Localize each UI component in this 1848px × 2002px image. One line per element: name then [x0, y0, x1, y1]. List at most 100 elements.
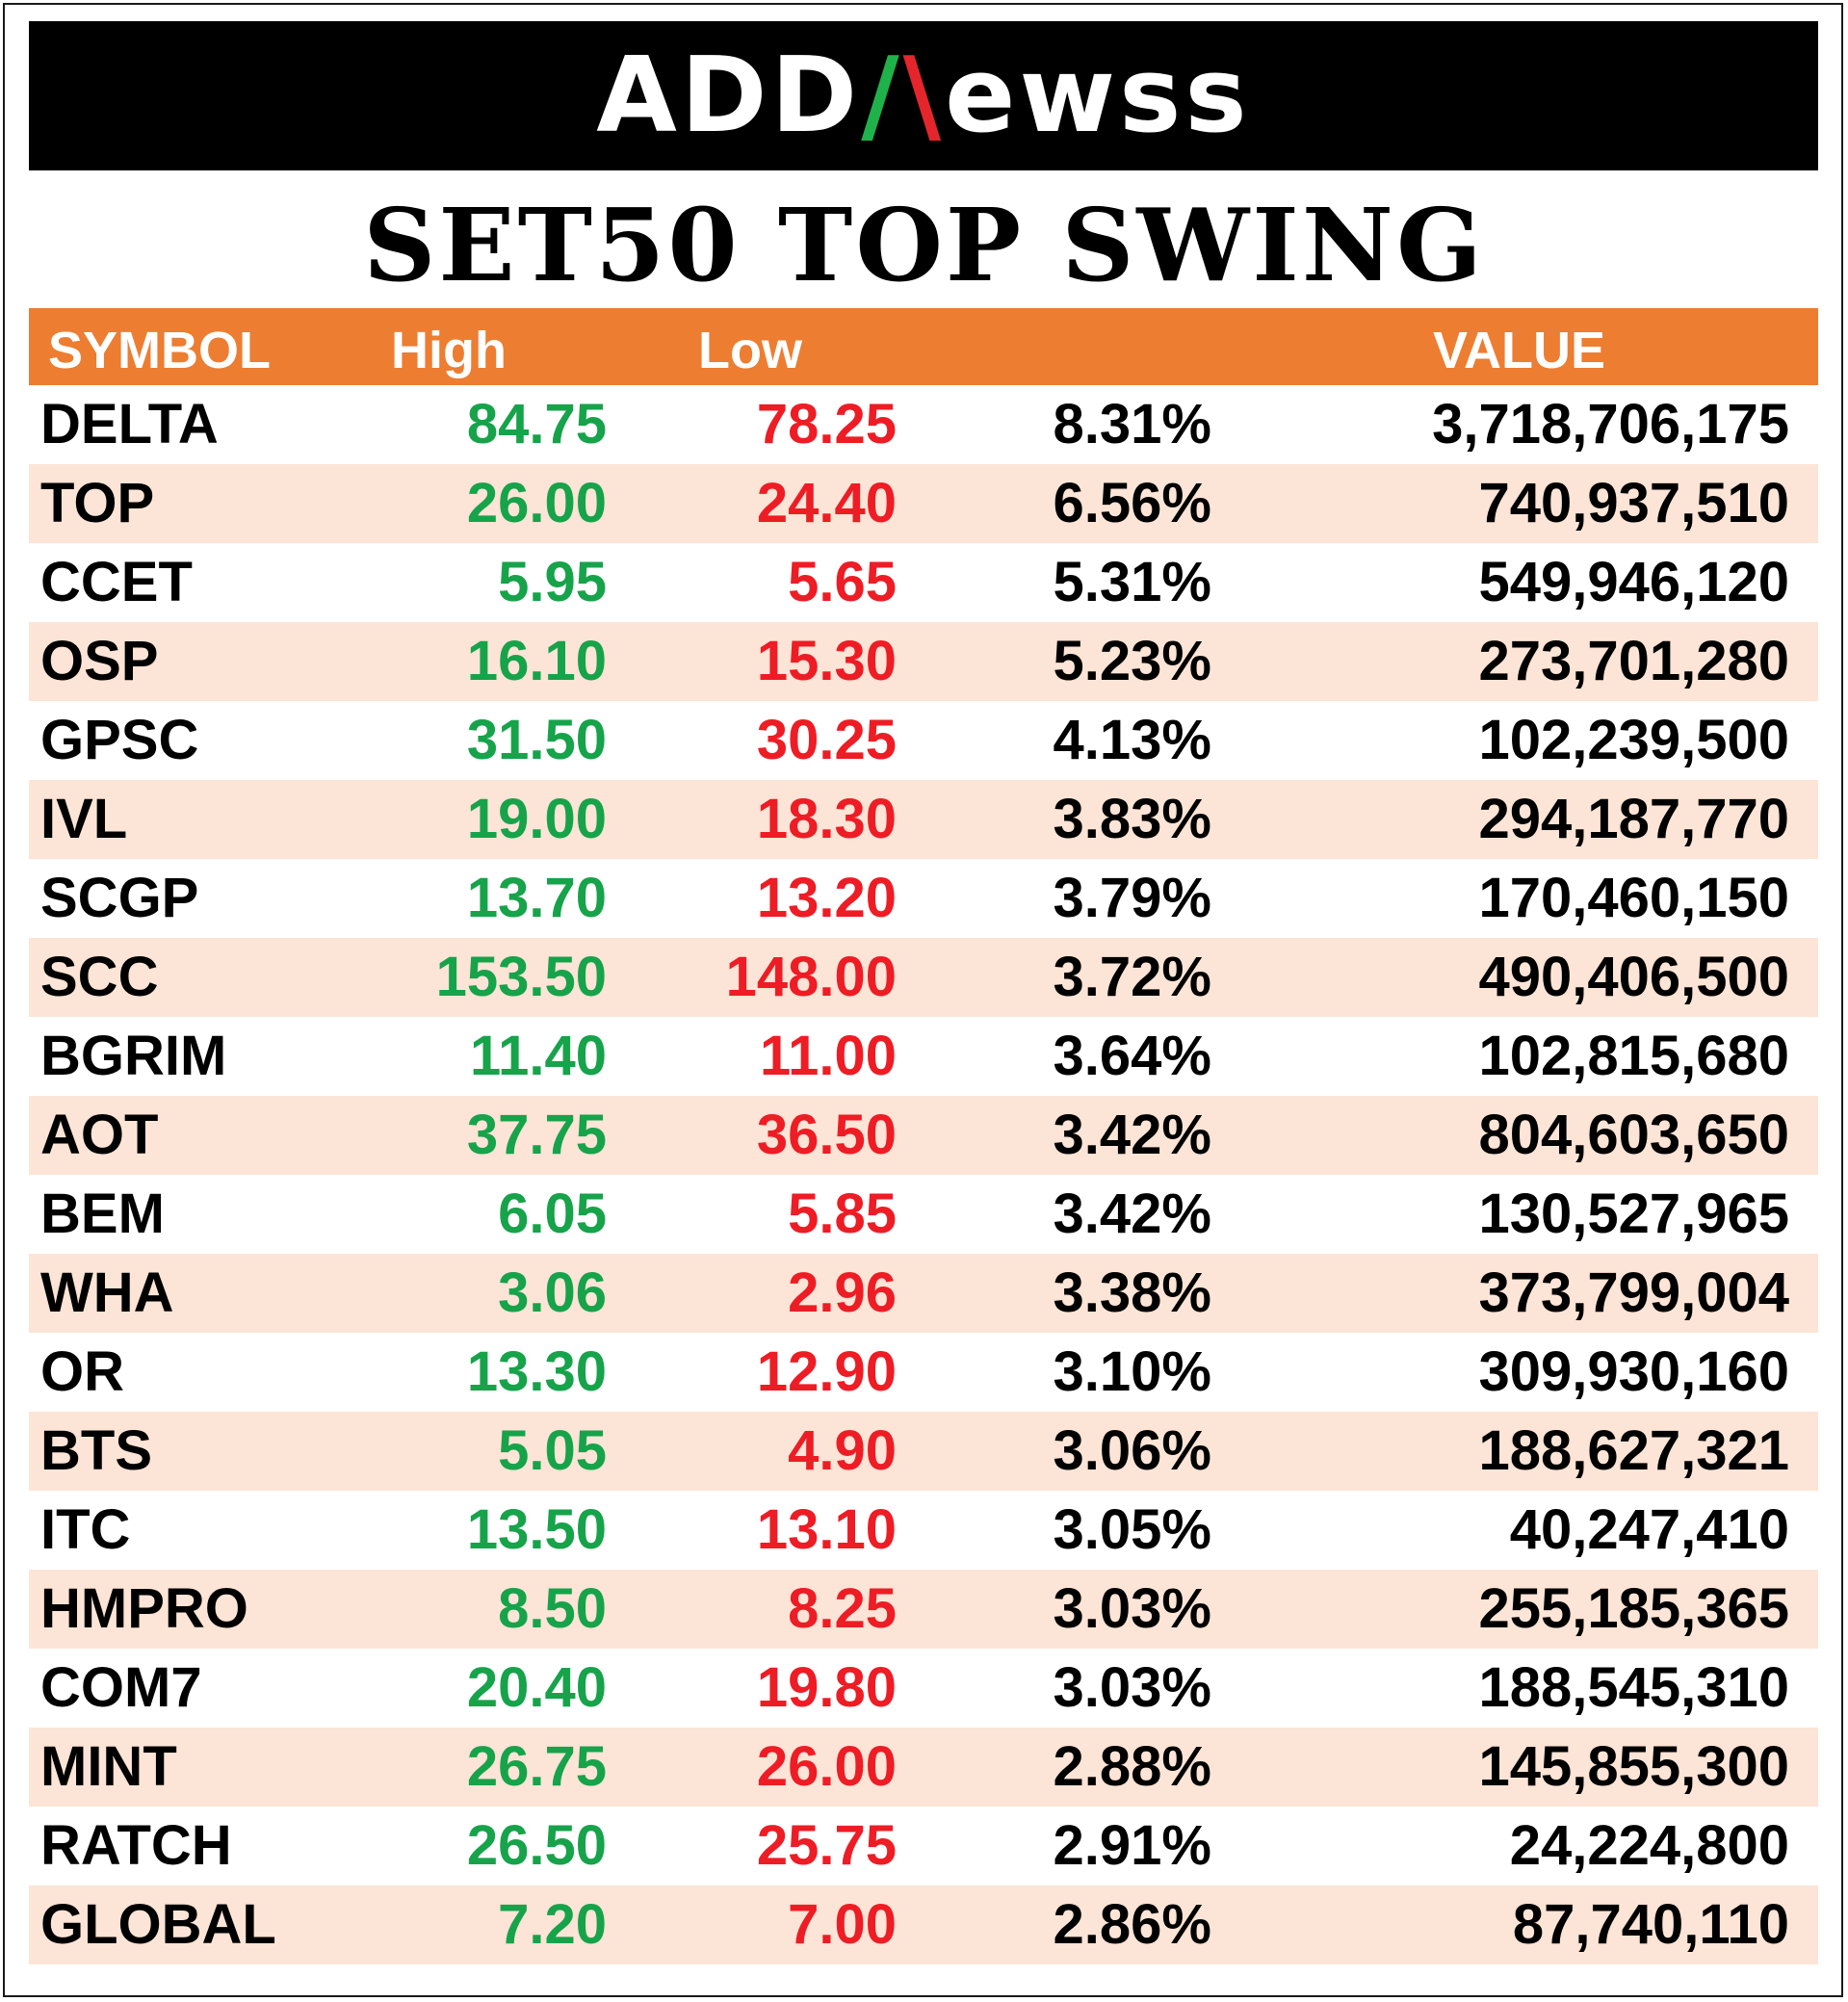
cell-value: 804,603,650	[1478, 1104, 1789, 1166]
cell-value: 102,815,680	[1478, 1025, 1789, 1087]
cell-percent: 2.91%	[1053, 1814, 1211, 1877]
cell-percent: 4.13%	[1053, 709, 1211, 771]
cell-symbol: OR	[40, 1340, 124, 1403]
cell-percent: 2.86%	[1053, 1893, 1211, 1956]
table-row: RATCH 26.50 25.75 2.91% 24,224,800	[29, 1807, 1818, 1885]
cell-value: 145,855,300	[1478, 1735, 1789, 1798]
cell-value: 255,185,365	[1478, 1577, 1789, 1640]
cell-low: 5.65	[788, 551, 897, 613]
cell-symbol: MINT	[40, 1735, 177, 1798]
addnewss-logo: ADD/\ewss	[596, 35, 1251, 156]
cell-high: 13.30	[466, 1340, 607, 1403]
cell-symbol: AOT	[40, 1104, 159, 1166]
cell-value: 273,701,280	[1478, 630, 1789, 692]
cell-symbol: BEM	[40, 1183, 165, 1245]
table-row: TOP 26.00 24.40 6.56% 740,937,510	[29, 464, 1818, 543]
cell-low: 30.25	[756, 709, 897, 771]
cell-symbol: SCC	[40, 946, 159, 1008]
cell-value: 24,224,800	[1509, 1814, 1789, 1877]
cell-percent: 5.31%	[1053, 551, 1211, 613]
table-row: GLOBAL 7.20 7.00 2.86% 87,740,110	[29, 1885, 1818, 1964]
cell-high: 20.40	[466, 1656, 607, 1719]
cell-low: 18.30	[756, 788, 897, 850]
cell-low: 8.25	[788, 1577, 897, 1640]
cell-value: 188,545,310	[1478, 1656, 1789, 1719]
cell-symbol: GLOBAL	[40, 1893, 276, 1956]
cell-low: 15.30	[756, 630, 897, 692]
table-header: SYMBOL High Low VALUE	[29, 308, 1818, 385]
cell-high: 13.50	[466, 1498, 607, 1561]
cell-high: 26.75	[466, 1735, 607, 1798]
cell-value: 87,740,110	[1512, 1893, 1789, 1956]
cell-symbol: IVL	[40, 788, 128, 850]
table-row: BGRIM 11.40 11.00 3.64% 102,815,680	[29, 1017, 1818, 1096]
cell-low: 11.00	[760, 1025, 897, 1087]
cell-high: 5.95	[498, 551, 607, 613]
table-row: DELTA 84.75 78.25 8.31% 3,718,706,175	[29, 385, 1818, 464]
cell-percent: 8.31%	[1053, 393, 1211, 455]
cell-percent: 3.06%	[1053, 1419, 1211, 1482]
table-row: OR 13.30 12.90 3.10% 309,930,160	[29, 1333, 1818, 1412]
cell-high: 6.05	[498, 1183, 607, 1245]
cell-symbol: HMPRO	[40, 1577, 248, 1640]
cell-percent: 2.88%	[1053, 1735, 1211, 1798]
cell-value: 294,187,770	[1478, 788, 1789, 850]
cell-high: 11.40	[470, 1025, 607, 1087]
cell-low: 24.40	[756, 472, 897, 534]
table-row: COM7 20.40 19.80 3.03% 188,545,310	[29, 1649, 1818, 1728]
cell-low: 2.96	[788, 1261, 897, 1324]
cell-percent: 5.23%	[1053, 630, 1211, 692]
cell-high: 31.50	[466, 709, 607, 771]
cell-value: 102,239,500	[1478, 709, 1789, 771]
table-body: DELTA 84.75 78.25 8.31% 3,718,706,175 TOP 26.0…	[29, 385, 1818, 1964]
cell-high: 16.10	[466, 630, 607, 692]
table-row: WHA 3.06 2.96 3.38% 373,799,004	[29, 1254, 1818, 1333]
cell-low: 7.00	[788, 1893, 897, 1956]
table-row: MINT 26.75 26.00 2.88% 145,855,300	[29, 1728, 1818, 1807]
header-high: High	[391, 322, 507, 379]
table-row: GPSC 31.50 30.25 4.13% 102,239,500	[29, 701, 1818, 780]
cell-value: 3,718,706,175	[1432, 393, 1789, 455]
cell-symbol: GPSC	[40, 709, 199, 771]
cell-low: 5.85	[788, 1183, 897, 1245]
cell-symbol: CCET	[40, 551, 193, 613]
cell-percent: 6.56%	[1053, 472, 1211, 534]
header-low: Low	[698, 322, 802, 379]
table-row: SCGP 13.70 13.20 3.79% 170,460,150	[29, 859, 1818, 938]
cell-low: 19.80	[756, 1656, 897, 1719]
header-symbol: SYMBOL	[48, 322, 272, 379]
cell-low: 148.00	[725, 946, 897, 1008]
cell-high: 37.75	[466, 1104, 607, 1166]
table-row: ITC 13.50 13.10 3.05% 40,247,410	[29, 1491, 1818, 1570]
table-row: OSP 16.10 15.30 5.23% 273,701,280	[29, 622, 1818, 701]
cell-symbol: OSP	[40, 630, 159, 692]
cell-value: 549,946,120	[1478, 551, 1789, 613]
header-value: VALUE	[1433, 322, 1606, 379]
cell-high: 5.05	[498, 1419, 607, 1482]
cell-symbol: COM7	[40, 1656, 202, 1719]
cell-value: 490,406,500	[1478, 946, 1789, 1008]
table-row: SCC 153.50 148.00 3.72% 490,406,500	[29, 938, 1818, 1017]
cell-low: 13.10	[756, 1498, 897, 1561]
cell-low: 13.20	[756, 867, 897, 929]
cell-high: 26.50	[466, 1814, 607, 1877]
table-row: IVL 19.00 18.30 3.83% 294,187,770	[29, 780, 1818, 859]
cell-percent: 3.03%	[1053, 1656, 1211, 1719]
swing-table: SYMBOL High Low VALUE DELTA 84.75 78.25 8.3…	[29, 308, 1818, 1964]
cell-value: 309,930,160	[1478, 1340, 1789, 1403]
page-title: SET50 TOP SWING	[363, 186, 1485, 304]
cell-low: 25.75	[756, 1814, 897, 1877]
table-row: AOT 37.75 36.50 3.42% 804,603,650	[29, 1096, 1818, 1175]
cell-symbol: DELTA	[40, 393, 219, 455]
cell-symbol: TOP	[40, 472, 155, 534]
table-row: CCET 5.95 5.65 5.31% 549,946,120	[29, 543, 1818, 622]
cell-high: 13.70	[466, 867, 607, 929]
cell-percent: 3.10%	[1053, 1340, 1211, 1403]
cell-percent: 3.42%	[1053, 1104, 1211, 1166]
cell-value: 373,799,004	[1478, 1261, 1789, 1324]
cell-low: 4.90	[788, 1419, 897, 1482]
cell-percent: 3.38%	[1053, 1261, 1211, 1324]
cell-low: 26.00	[756, 1735, 897, 1798]
cell-value: 130,527,965	[1478, 1183, 1789, 1245]
cell-high: 8.50	[498, 1577, 607, 1640]
